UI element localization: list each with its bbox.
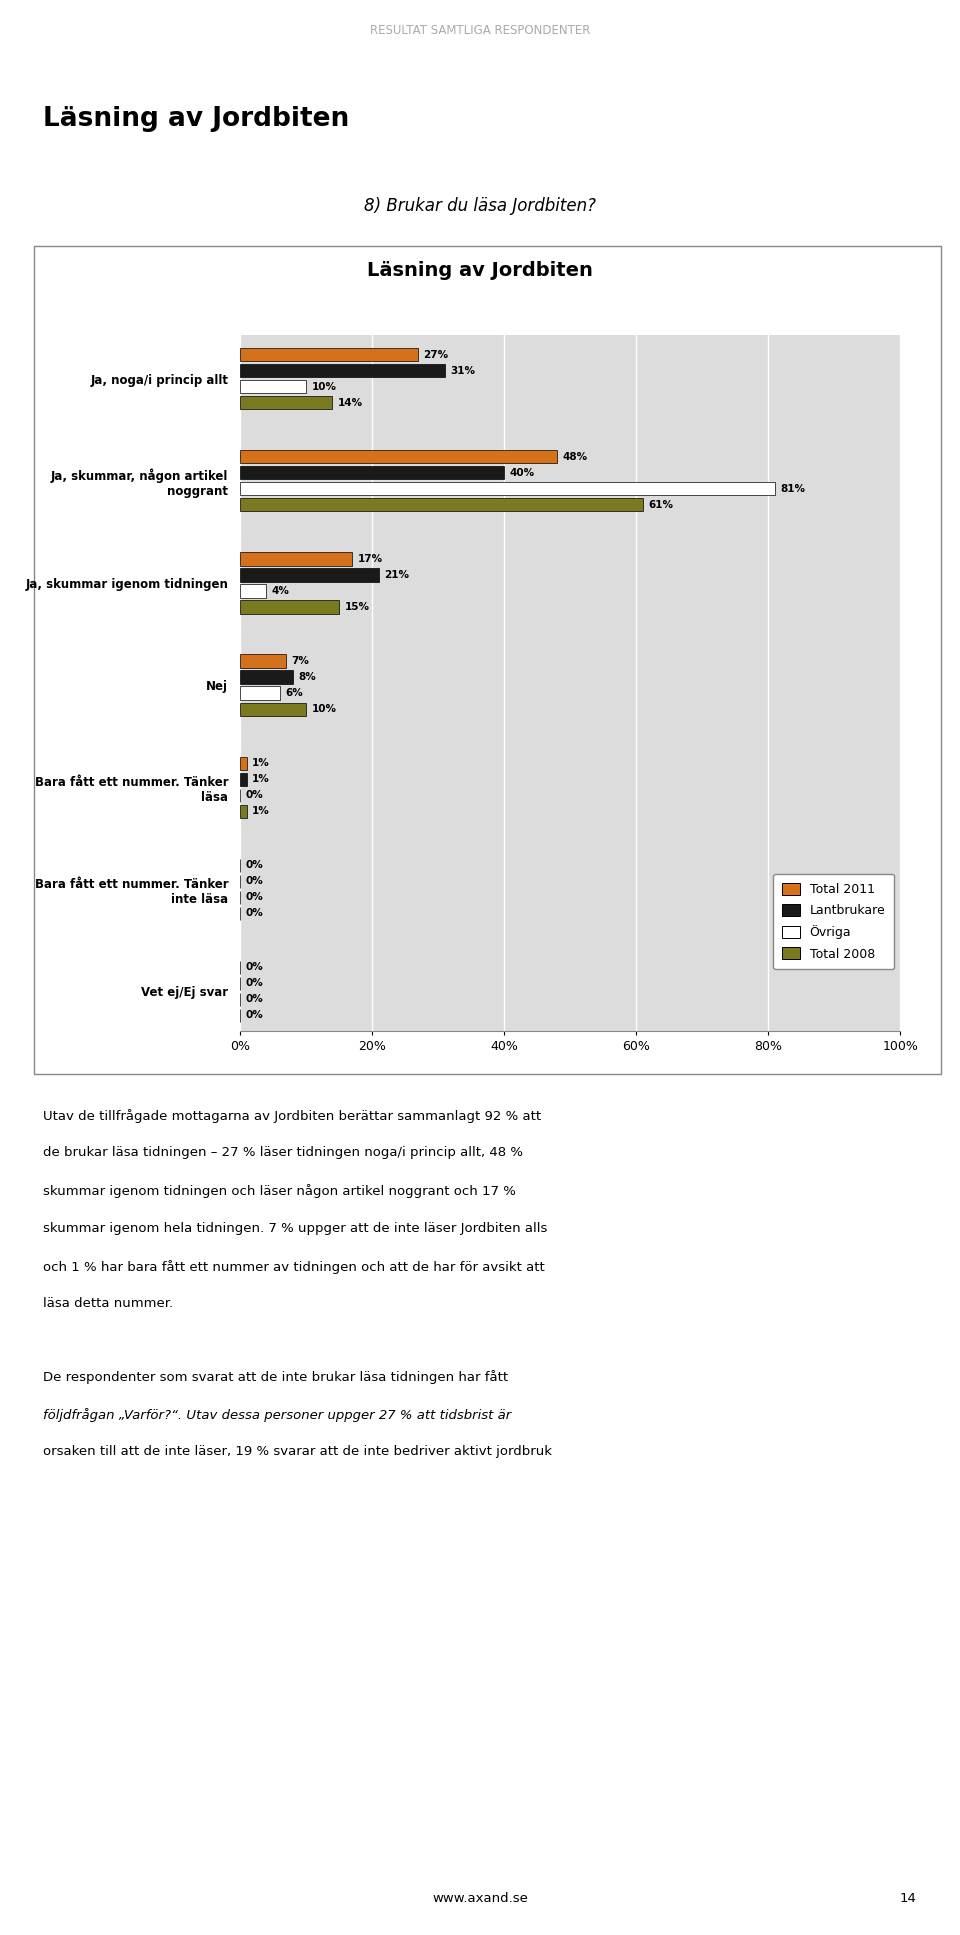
Bar xyxy=(240,569,378,582)
Bar xyxy=(240,499,643,511)
Text: Utav de tillfrågade mottagarna av Jordbiten berättar sammanlagt 92 % att: Utav de tillfrågade mottagarna av Jordbi… xyxy=(43,1109,541,1122)
Bar xyxy=(240,600,339,613)
Text: 81%: 81% xyxy=(780,484,805,493)
Bar xyxy=(240,551,352,565)
Text: De respondenter som svarat att de inte brukar läsa tidningen har fått: De respondenter som svarat att de inte b… xyxy=(43,1370,509,1384)
Text: och 1 % har bara fått ett nummer av tidningen och att de har för avsikt att: och 1 % har bara fått ett nummer av tidn… xyxy=(43,1260,545,1273)
Text: 1%: 1% xyxy=(252,807,270,817)
Text: 15%: 15% xyxy=(345,602,370,611)
Text: www.axand.se: www.axand.se xyxy=(432,1892,528,1906)
Text: 1%: 1% xyxy=(252,759,270,768)
Text: 0%: 0% xyxy=(246,908,263,919)
Bar xyxy=(240,772,247,786)
Text: 0%: 0% xyxy=(246,979,263,989)
Bar xyxy=(240,348,419,362)
Bar xyxy=(240,381,306,393)
Text: 0%: 0% xyxy=(246,861,263,871)
Text: 0%: 0% xyxy=(246,789,263,801)
Bar xyxy=(240,702,306,716)
Text: Läsning av Jordbiten: Läsning av Jordbiten xyxy=(43,106,349,132)
Text: 14: 14 xyxy=(900,1892,917,1906)
Text: 61%: 61% xyxy=(648,499,673,511)
Legend: Total 2011, Lantbrukare, Övriga, Total 2008: Total 2011, Lantbrukare, Övriga, Total 2… xyxy=(774,875,894,969)
Text: 0%: 0% xyxy=(246,892,263,902)
Text: 21%: 21% xyxy=(384,571,409,580)
Text: 48%: 48% xyxy=(563,453,588,462)
Text: följdfrågan „Varför?“. Utav dessa personer uppger 27 % att tidsbrist är: följdfrågan „Varför?“. Utav dessa person… xyxy=(43,1409,512,1422)
Bar xyxy=(34,246,941,1074)
Text: 1%: 1% xyxy=(252,774,270,784)
Text: 6%: 6% xyxy=(285,689,302,699)
Text: skummar igenom hela tidningen. 7 % uppger att de inte läser Jordbiten alls: skummar igenom hela tidningen. 7 % uppge… xyxy=(43,1223,547,1235)
Text: 4%: 4% xyxy=(272,586,290,596)
Bar xyxy=(240,451,557,462)
Text: 0%: 0% xyxy=(246,1010,263,1020)
Bar xyxy=(240,466,504,480)
Bar xyxy=(240,584,267,598)
Text: 0%: 0% xyxy=(246,877,263,886)
Text: 31%: 31% xyxy=(450,366,475,375)
Text: 0%: 0% xyxy=(246,962,263,971)
Text: skummar igenom tidningen och läser någon artikel noggrant och 17 %: skummar igenom tidningen och läser någon… xyxy=(43,1184,516,1198)
Text: orsaken till att de inte läser, 19 % svarar att de inte bedriver aktivt jordbruk: orsaken till att de inte läser, 19 % sva… xyxy=(43,1445,552,1459)
Text: 14%: 14% xyxy=(338,399,363,408)
Text: 17%: 17% xyxy=(357,553,383,563)
Text: 8) Brukar du läsa Jordbiten?: 8) Brukar du läsa Jordbiten? xyxy=(364,197,596,215)
Bar xyxy=(240,482,775,495)
Bar xyxy=(240,687,279,700)
Text: de brukar läsa tidningen – 27 % läser tidningen noga/i princip allt, 48 %: de brukar läsa tidningen – 27 % läser ti… xyxy=(43,1146,523,1159)
Text: 40%: 40% xyxy=(510,468,535,478)
Text: Läsning av Jordbiten: Läsning av Jordbiten xyxy=(367,261,593,281)
Bar xyxy=(240,397,332,410)
Text: 7%: 7% xyxy=(292,656,309,666)
Text: 27%: 27% xyxy=(423,350,448,360)
Text: 10%: 10% xyxy=(311,381,336,391)
Text: 8%: 8% xyxy=(299,671,316,681)
Text: 10%: 10% xyxy=(311,704,336,714)
Text: RESULTAT SAMTLIGA RESPONDENTER: RESULTAT SAMTLIGA RESPONDENTER xyxy=(370,23,590,37)
Bar xyxy=(240,671,293,683)
Bar xyxy=(240,364,444,377)
Bar xyxy=(240,654,286,668)
Bar xyxy=(240,805,247,819)
Text: 0%: 0% xyxy=(246,995,263,1004)
Bar xyxy=(240,757,247,770)
Text: läsa detta nummer.: läsa detta nummer. xyxy=(43,1296,174,1310)
